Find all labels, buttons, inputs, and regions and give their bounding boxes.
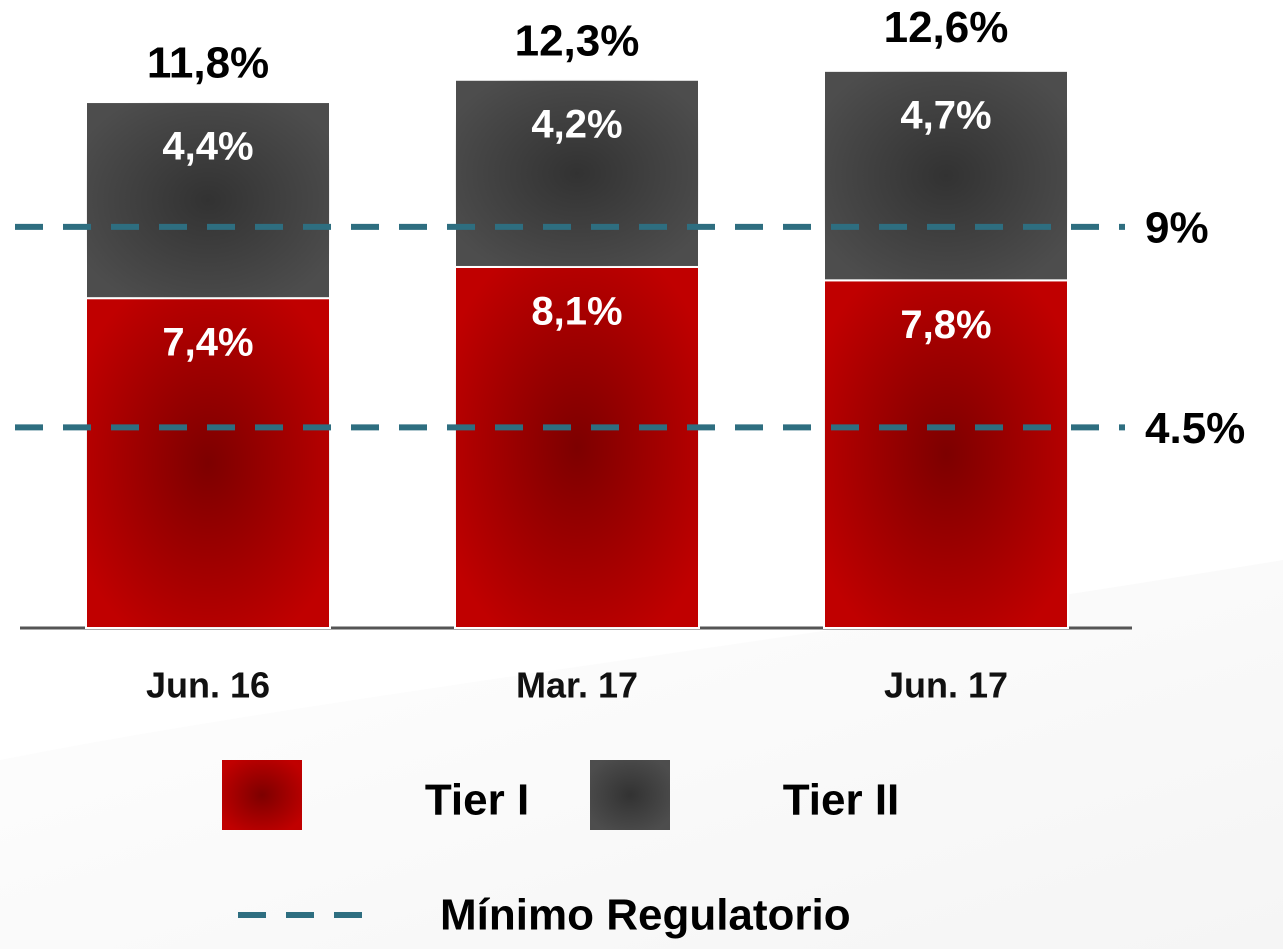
legend-swatch-shade — [590, 760, 670, 830]
x-tick-label: Mar. 17 — [516, 665, 638, 706]
bar-shade — [86, 102, 330, 299]
legend-label: Tier II — [783, 776, 900, 825]
bar-shade — [824, 280, 1068, 628]
x-tick-label: Jun. 16 — [146, 665, 270, 706]
bar-shade — [824, 70, 1068, 281]
legend-swatch-shade — [222, 760, 302, 830]
x-tick-label: Jun. 17 — [884, 665, 1008, 706]
value-label: 7,8% — [900, 303, 991, 347]
value-label: 4,2% — [531, 102, 622, 146]
total-label: 12,6% — [884, 3, 1009, 52]
value-label: 4,4% — [162, 125, 253, 169]
bar-shade — [455, 266, 699, 628]
background-swoosh — [0, 560, 1283, 949]
bar-shade — [455, 79, 699, 267]
total-label: 12,3% — [515, 16, 640, 65]
reference-label: 4.5% — [1145, 404, 1245, 453]
value-label: 8,1% — [531, 290, 622, 334]
legend-label: Mínimo Regulatorio — [440, 891, 851, 940]
bar-shade — [86, 298, 330, 628]
total-label: 11,8% — [147, 39, 269, 88]
value-label: 4,7% — [900, 93, 991, 137]
legend-label: Tier I — [425, 776, 529, 825]
reference-label: 9% — [1145, 203, 1209, 252]
value-label: 7,4% — [162, 321, 253, 365]
